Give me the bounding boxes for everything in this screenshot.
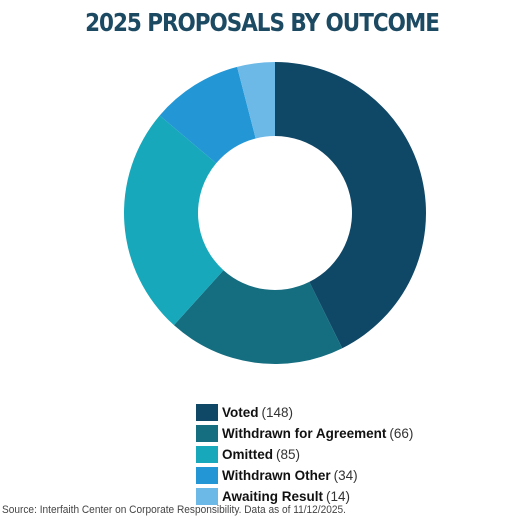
legend-label-withdrawn-other: Withdrawn Other	[222, 468, 331, 483]
legend-item-withdrawn-for-agreement: Withdrawn for Agreement (66)	[196, 423, 413, 444]
chart-title: 2025 PROPOSALS BY OUTCOME	[85, 8, 440, 37]
legend-swatch-voted	[196, 404, 218, 421]
legend-value-omitted: (85)	[276, 447, 301, 462]
legend-item-voted: Voted (148)	[196, 402, 413, 423]
legend-value-withdrawn-for-agreement: (66)	[389, 426, 414, 441]
source-note: Source: Interfaith Center on Corporate R…	[2, 504, 346, 516]
donut-slice-omitted	[124, 115, 224, 326]
legend-label-omitted: Omitted	[222, 447, 274, 462]
legend-label-awaiting-result: Awaiting Result	[222, 489, 324, 504]
legend-item-omitted: Omitted (85)	[196, 444, 413, 465]
donut-slice-withdrawn-for-agreement	[173, 270, 343, 364]
legend-label-voted: Voted	[222, 405, 259, 420]
donut-slice-voted	[275, 62, 427, 349]
legend-value-voted: (148)	[261, 405, 294, 420]
legend-label-withdrawn-for-agreement: Withdrawn for Agreement	[222, 426, 387, 441]
legend-swatch-awaiting-result	[196, 488, 218, 505]
donut-slice-withdrawn-other	[159, 66, 256, 164]
legend-value-withdrawn-other: (34)	[333, 468, 358, 483]
legend-value-awaiting-result: (14)	[326, 489, 351, 504]
legend-item-awaiting-result: Awaiting Result (14)	[196, 486, 413, 507]
legend-swatch-omitted	[196, 446, 218, 463]
legend-swatch-withdrawn-other	[196, 467, 218, 484]
legend-swatch-withdrawn-for-agreement	[196, 425, 218, 442]
legend: Voted (148) Withdrawn for Agreement (66)…	[196, 402, 413, 507]
donut-slice-awaiting-result	[237, 62, 275, 139]
legend-item-withdrawn-other: Withdrawn Other (34)	[196, 465, 413, 486]
